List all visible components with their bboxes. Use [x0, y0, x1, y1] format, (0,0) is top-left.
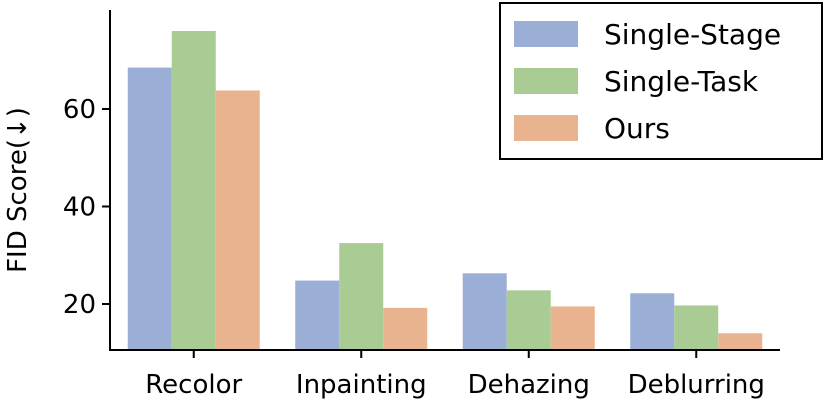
legend: Single-Stage Single-Task Ours [499, 2, 823, 160]
bar-single-task-inpainting [339, 243, 384, 350]
legend-label: Single-Task [604, 65, 759, 98]
x-tick-label: Deblurring [628, 370, 765, 400]
bar-single-stage-deblurring [630, 293, 675, 350]
y-tick-label: 40 [63, 193, 96, 223]
legend-label: Single-Stage [604, 18, 781, 51]
bar-single-task-deblurring [674, 305, 719, 350]
x-tick-label: Recolor [145, 370, 242, 400]
y-axis-label: FID Score(↓) [3, 107, 33, 273]
y-ticks-group: 20 40 60 [63, 95, 110, 320]
bar-single-stage-inpainting [295, 280, 340, 350]
bars-group [127, 31, 763, 350]
bar-single-stage-recolor [127, 67, 172, 350]
bar-single-task-dehazing [506, 290, 551, 350]
bar-ours-deblurring [718, 333, 763, 350]
bar-ours-dehazing [550, 306, 595, 350]
legend-label: Ours [604, 112, 670, 145]
bar-ours-inpainting [383, 307, 428, 350]
x-tick-label: Dehazing [468, 370, 590, 400]
y-tick-label: 60 [63, 95, 96, 125]
x-tick-label: Inpainting [296, 370, 427, 400]
legend-swatch-single-stage [514, 21, 578, 47]
bar-ours-recolor [215, 90, 260, 350]
bar-single-stage-dehazing [462, 273, 507, 350]
y-tick-label: 20 [63, 290, 96, 320]
legend-swatch-ours [514, 115, 578, 141]
x-ticks-group: Recolor Inpainting Dehazing Deblurring [145, 350, 765, 400]
bar-single-task-recolor [171, 31, 216, 350]
legend-swatch-single-task [514, 68, 578, 94]
